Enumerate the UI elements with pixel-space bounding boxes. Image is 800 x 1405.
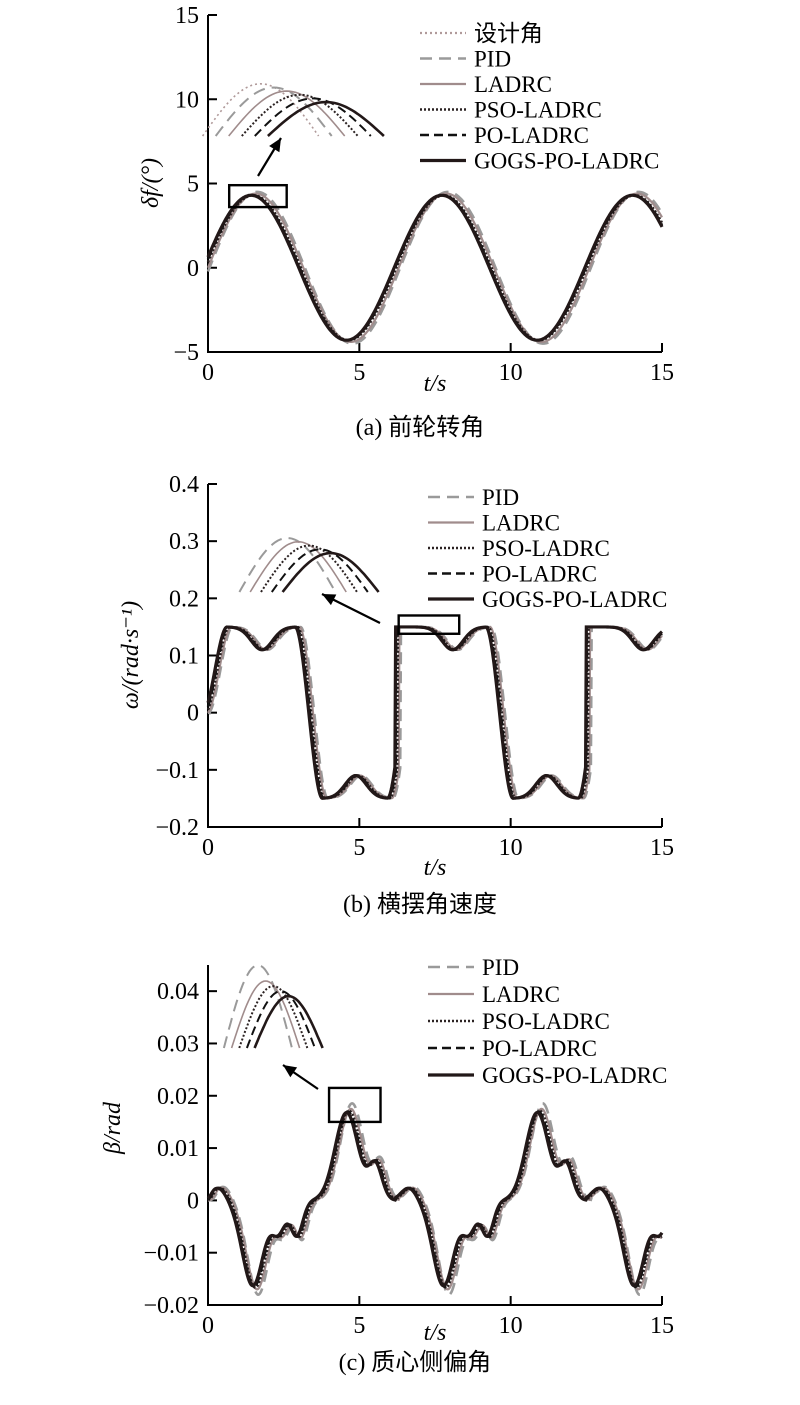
legend-label-3: PO-LADRC [482, 1036, 597, 1061]
y-tick-label: 15 [175, 3, 199, 29]
series-line-3 [206, 625, 663, 800]
y-tick-label: 0.02 [157, 1084, 199, 1110]
caption-b: (b) 横摆角速度 [343, 891, 497, 918]
y-axis-label-c: β/rad [100, 1101, 126, 1155]
y-tick-label: 0 [187, 1188, 199, 1214]
legend-label-2: PSO-LADRC [482, 536, 610, 561]
y-tick-label: 0.3 [169, 529, 199, 555]
y-tick-label: −0.2 [155, 815, 199, 841]
legend-label-1: LADRC [482, 982, 560, 1007]
y-tick-label: 10 [175, 87, 199, 113]
y-tick-label: 0 [187, 701, 199, 727]
legend-label-4: GOGS-PO-LADRC [482, 587, 667, 612]
inset-line-4 [254, 97, 372, 137]
y-tick-label: −0.02 [143, 1293, 199, 1319]
legend-label-3: PSO-LADRC [474, 98, 602, 123]
chart-panel-b: (b) 横摆角速度 t/s ω/(rad·s⁻¹) −0.2 −0.1 0 0.1 0.… [118, 472, 674, 918]
zoom-box [327, 1086, 382, 1124]
series-line-1 [206, 190, 664, 345]
y-axis-label-b: ω/(rad·s⁻¹) [118, 601, 144, 709]
inset-line-0 [238, 536, 337, 593]
y-tick-label: 0.2 [169, 586, 199, 612]
x-tick-label: 15 [650, 360, 674, 386]
y-tick-label: 0.4 [169, 472, 199, 498]
legend-label-4: GOGS-PO-LADRC [482, 1063, 667, 1088]
legend-label-0: 设计角 [474, 21, 543, 46]
x-tick-label: 0 [202, 360, 214, 386]
inset-line-1 [230, 980, 301, 1049]
legend-label-3: PO-LADRC [482, 562, 597, 587]
caption-a: (a) 前轮转角 [356, 414, 485, 441]
x-axis-label-a: t/s [424, 371, 447, 397]
y-tick-label: 0.04 [157, 979, 199, 1005]
x-tick-label: 10 [499, 1313, 523, 1339]
x-tick-label: 5 [353, 1313, 365, 1339]
legend-label-0: PID [482, 955, 519, 980]
x-tick-label: 0 [202, 835, 214, 861]
series-line-4 [206, 625, 664, 800]
inset-line-0 [222, 964, 293, 1049]
inset-line-2 [238, 985, 309, 1049]
zoom-box [227, 183, 288, 209]
y-tick-label: −0.01 [143, 1241, 199, 1267]
series-line-0 [207, 625, 664, 800]
x-tick-label: 10 [499, 835, 523, 861]
inset-line-1 [214, 86, 333, 137]
series-line-2 [206, 625, 663, 800]
y-tick-label: 5 [187, 172, 199, 198]
series-line-4 [206, 1110, 664, 1288]
legend-label-1: LADRC [482, 511, 560, 536]
x-tick-label: 0 [202, 1313, 214, 1339]
zoom-box [397, 614, 461, 635]
legend-label-2: LADRC [474, 72, 552, 97]
inset-line-4 [253, 994, 324, 1049]
inset-line-2 [260, 544, 358, 593]
inset-line-4 [281, 551, 380, 593]
x-axis-label-b: t/s [424, 855, 447, 881]
legend-label-2: PSO-LADRC [482, 1009, 610, 1034]
series-line-1 [207, 625, 663, 800]
inset-line-0 [201, 82, 320, 137]
inset-line-5 [267, 100, 385, 137]
zoom-arrowhead [269, 138, 281, 153]
legend-label-5: GOGS-PO-LADRC [474, 149, 659, 174]
x-tick-label: 15 [650, 1313, 674, 1339]
x-axis-label-c: t/s [424, 1320, 447, 1346]
y-tick-label: 0 [187, 256, 199, 282]
inset-line-2 [228, 90, 346, 137]
y-tick-label: 0.01 [157, 1136, 199, 1162]
x-tick-label: 5 [353, 360, 365, 386]
inset-line-3 [245, 990, 316, 1049]
x-tick-label: 5 [353, 835, 365, 861]
y-tick-label: −0.1 [155, 758, 199, 784]
legend-label-4: PO-LADRC [474, 123, 589, 148]
zoom-arrowhead [322, 594, 337, 606]
inset-line-1 [249, 540, 347, 593]
x-tick-label: 10 [499, 360, 523, 386]
axes-frame [207, 15, 662, 353]
zoom-arrowhead [283, 1065, 298, 1078]
legend-label-0: PID [482, 485, 519, 510]
inset-line-3 [270, 548, 369, 593]
y-tick-label: 0.03 [157, 1031, 199, 1057]
y-tick-label: −5 [173, 340, 199, 366]
series-line-5 [206, 193, 664, 342]
legend-label-1: PID [474, 47, 511, 72]
y-tick-label: 0.1 [169, 644, 199, 670]
chart-panel-c: (c) 质心侧偏角 t/s β/rad −0.02 −0.01 0 0.01 0.02 0… [100, 955, 674, 1376]
caption-c: (c) 质心侧偏角 [339, 1349, 492, 1376]
x-tick-label: 15 [650, 835, 674, 861]
inset-line-3 [241, 93, 359, 137]
y-axis-label-a: δf/(°) [138, 158, 164, 208]
